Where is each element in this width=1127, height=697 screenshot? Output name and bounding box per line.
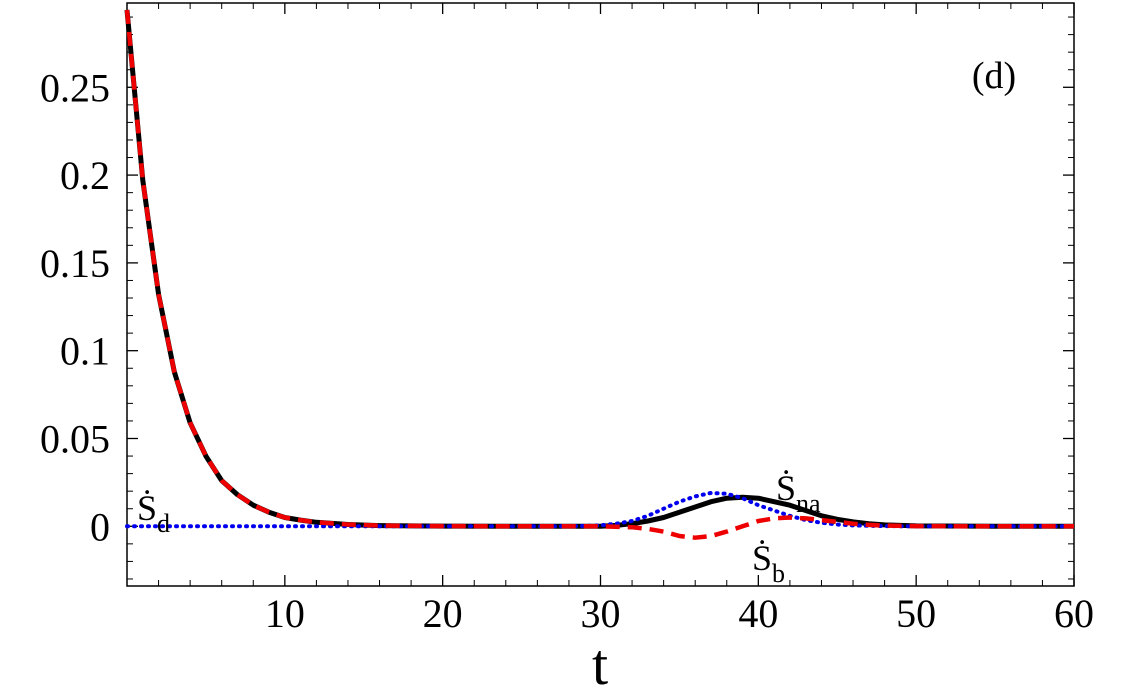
major-ticks (127, 3, 1075, 586)
series-layer (124, 9, 1076, 540)
x-axis-title: t (592, 632, 608, 697)
series-line-sna (124, 9, 1074, 529)
series-label-sd: Ṡd (137, 488, 170, 538)
x-tick-label: 50 (896, 591, 936, 636)
minor-ticks (127, 3, 1074, 586)
x-tick-label: 20 (423, 591, 463, 636)
x-tick-label: 40 (738, 591, 778, 636)
y-tick-label: 0.25 (40, 65, 110, 110)
x-tick-label: 10 (265, 591, 305, 636)
plot-frame (126, 2, 1075, 587)
y-tick-label: 0.2 (60, 153, 110, 198)
y-tick-labels: 0 0.05 0.1 0.15 0.2 0.25 (40, 65, 110, 549)
y-tick-label: 0 (90, 504, 110, 549)
y-tick-label: 0.05 (40, 416, 110, 461)
series-label-sna: Ṡna (776, 468, 821, 518)
series-line-sb (124, 9, 1074, 540)
y-tick-label: 0.15 (40, 241, 110, 286)
y-tick-label: 0.1 (60, 329, 110, 374)
series-label-sb: Ṡb (752, 538, 785, 588)
x-tick-label: 30 (581, 591, 621, 636)
panel-label: (d) (972, 55, 1016, 97)
x-tick-label: 60 (1054, 591, 1094, 636)
x-tick-labels: 10 20 30 40 50 60 (265, 591, 1094, 636)
